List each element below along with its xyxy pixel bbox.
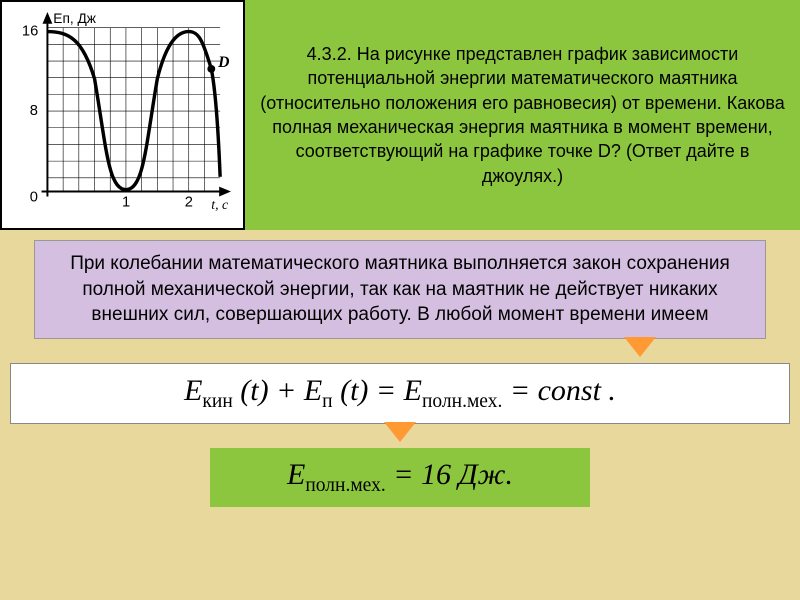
arrow-down-icon bbox=[624, 337, 656, 357]
arrow-down-icon bbox=[384, 422, 416, 442]
chart-svg: D Eп, Дж t, с 16 8 0 1 2 bbox=[10, 10, 235, 220]
formula-2-text: Eполн.мех. = 16 Дж. bbox=[287, 458, 513, 497]
top-row: D Eп, Дж t, с 16 8 0 1 2 4.3.2. На рисун… bbox=[0, 0, 800, 230]
x-axis-label: t, с bbox=[211, 197, 228, 212]
chart: D Eп, Дж t, с 16 8 0 1 2 bbox=[10, 10, 235, 220]
ytick-0: 0 bbox=[30, 189, 38, 205]
problem-body: На рисунке представлен график зависимост… bbox=[260, 44, 785, 185]
problem-number: 4.3.2. bbox=[307, 44, 352, 64]
solution-box: При колебании математического маятника в… bbox=[34, 240, 766, 339]
chart-container: D Eп, Дж t, с 16 8 0 1 2 bbox=[0, 0, 245, 230]
ytick-8: 8 bbox=[30, 103, 38, 119]
formula-2-box: Eполн.мех. = 16 Дж. bbox=[210, 448, 590, 507]
xtick-2: 2 bbox=[185, 194, 193, 210]
formula-1-text: Eкин (t) + Eп (t) = Eполн.мех. = const . bbox=[184, 374, 616, 413]
problem-text: 4.3.2. На рисунке представлен график зав… bbox=[255, 42, 790, 188]
problem-box: 4.3.2. На рисунке представлен график зав… bbox=[245, 0, 800, 230]
ytick-16: 16 bbox=[22, 24, 38, 40]
arrow-2 bbox=[0, 422, 800, 442]
formula-1-box: Eкин (t) + Eп (t) = Eполн.мех. = const . bbox=[10, 363, 790, 424]
xtick-1: 1 bbox=[122, 194, 130, 210]
arrow-1 bbox=[480, 337, 800, 357]
solution-text: При колебании математического маятника в… bbox=[49, 251, 751, 328]
point-d-label: D bbox=[217, 54, 229, 71]
y-axis-label: Eп, Дж bbox=[53, 11, 96, 26]
